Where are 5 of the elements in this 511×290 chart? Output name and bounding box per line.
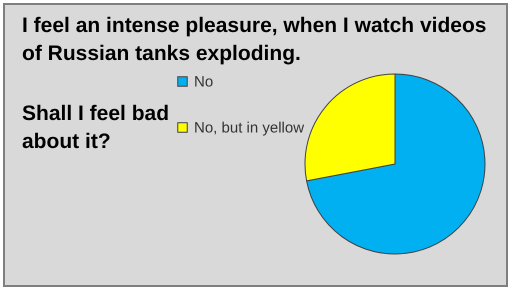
pie-slice <box>306 74 486 254</box>
chart-title: I feel an intense pleasure, when I watch videos of Russian tanks exploding. <box>22 13 488 67</box>
legend-label: No <box>194 74 214 90</box>
text: Shall I feel bad about it? <box>22 101 170 155</box>
legend-label: No, but in yellow <box>194 120 304 136</box>
